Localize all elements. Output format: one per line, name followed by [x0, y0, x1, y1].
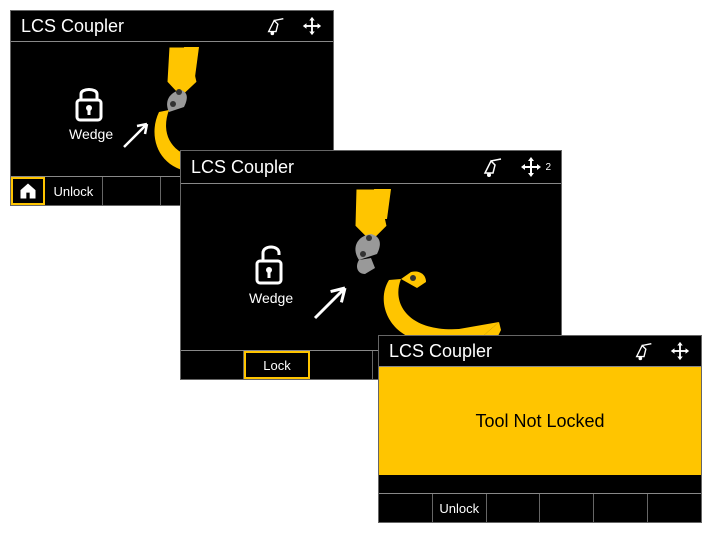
lock-button[interactable]: Lock — [244, 351, 310, 379]
machine-icon — [481, 155, 505, 179]
panel-body: Wedge — [181, 184, 561, 350]
panel-title: LCS Coupler — [389, 341, 492, 362]
unlock-button[interactable]: Unlock — [433, 494, 487, 522]
panel-header: LCS Coupler 2 — [181, 151, 561, 184]
panel-body: Tool Not Locked — [379, 367, 701, 493]
panel-warning-view: LCS Coupler Tool Not Locked Unlock — [378, 335, 702, 523]
footer-slot — [594, 494, 648, 522]
panel-header: LCS Coupler — [11, 11, 333, 42]
move-icon-badge: 2 — [545, 162, 551, 173]
header-icons: 2 — [481, 155, 551, 179]
wedge-label: Wedge — [69, 126, 113, 142]
header-icons — [633, 340, 691, 362]
wedge-label: Wedge — [249, 290, 293, 306]
home-icon — [18, 181, 38, 201]
footer-slot — [648, 494, 701, 522]
home-button[interactable] — [11, 177, 45, 205]
lock-closed-icon — [71, 82, 107, 124]
move-icon — [519, 155, 543, 179]
move-icon[interactable] — [301, 15, 323, 37]
spacer — [379, 475, 701, 493]
panel-footer: Unlock — [379, 493, 701, 522]
header-icons — [265, 15, 323, 37]
footer-slot — [540, 494, 594, 522]
footer-slot — [310, 351, 373, 379]
footer-slot — [181, 351, 244, 379]
lock-open-icon — [251, 239, 291, 287]
panel-title: LCS Coupler — [191, 157, 294, 178]
footer-slot — [487, 494, 541, 522]
machine-icon — [265, 15, 287, 37]
footer-slot — [103, 177, 161, 205]
footer-slot — [379, 494, 433, 522]
unlock-button[interactable]: Unlock — [45, 177, 103, 205]
machine-icon — [633, 340, 655, 362]
panel-header: LCS Coupler — [379, 336, 701, 367]
panel-title: LCS Coupler — [21, 16, 124, 37]
move-icon-group[interactable]: 2 — [519, 155, 551, 179]
excavator-detached-icon — [331, 184, 531, 349]
warning-message: Tool Not Locked — [379, 367, 701, 475]
move-icon[interactable] — [669, 340, 691, 362]
